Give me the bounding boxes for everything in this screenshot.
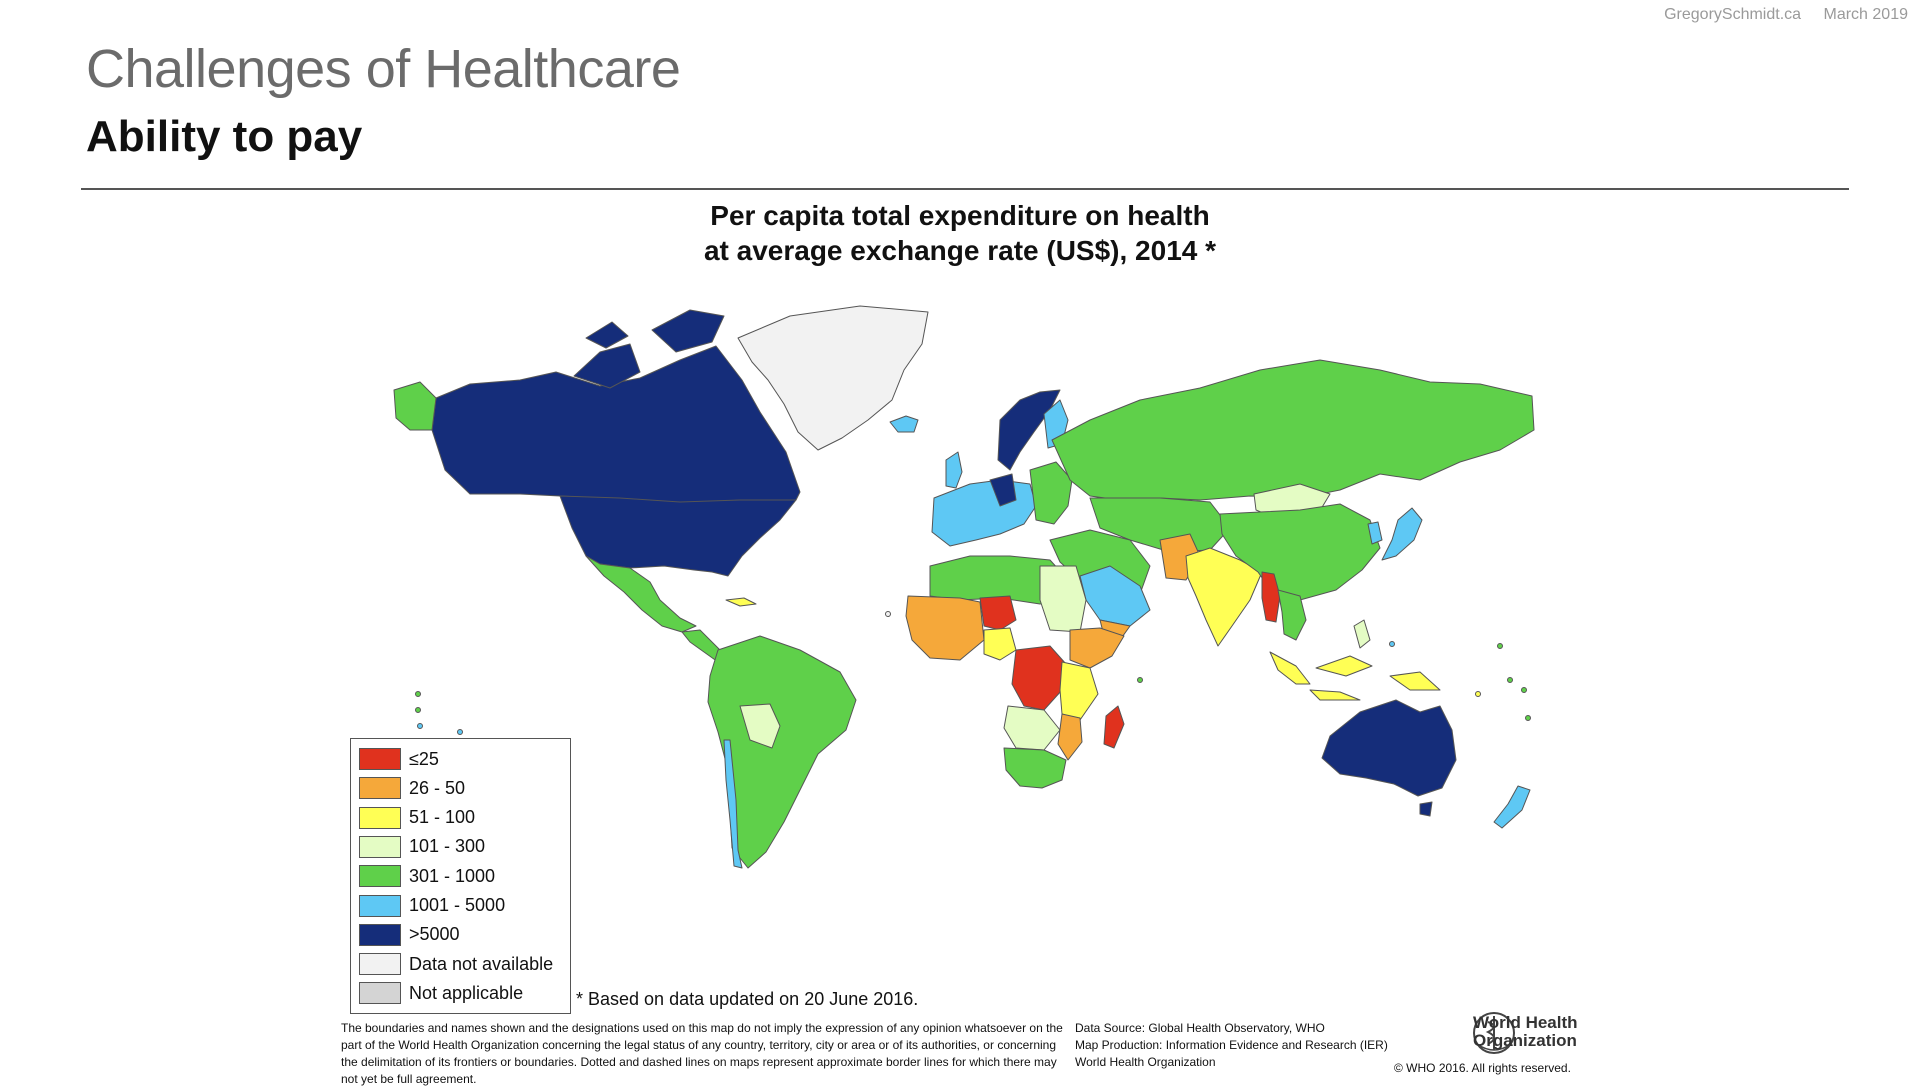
legend-label: >5000 — [409, 924, 460, 945]
legend-label: Data not available — [409, 953, 554, 974]
who-name-line: Organization — [1473, 1031, 1577, 1050]
region-myanmar — [1261, 571, 1281, 623]
legend-item: 1001 - 5000 — [359, 894, 505, 918]
legend-label: 101 - 300 — [409, 836, 486, 857]
region-greenland — [737, 305, 929, 451]
legend-swatch — [359, 806, 401, 829]
region-west-africa — [905, 595, 985, 661]
legend-swatch — [359, 982, 401, 1005]
source-line: World Health Organization — [1075, 1055, 1216, 1069]
legend-swatch — [359, 894, 401, 917]
legend-label: ≤25 — [409, 748, 439, 769]
region-arabia — [1079, 565, 1151, 627]
map-footnote: * Based on data updated on 20 June 2016. — [576, 989, 919, 1009]
island-marker — [1525, 715, 1531, 721]
region-south-america — [707, 635, 857, 869]
region-western-europe — [931, 479, 1037, 547]
region-korea — [1367, 521, 1383, 545]
region-mozambique — [1057, 713, 1083, 761]
map-disclaimer: The boundaries and names shown and the d… — [341, 1021, 1063, 1086]
region-bolivia — [739, 703, 781, 749]
region-horn — [1069, 627, 1125, 669]
region-indonesia — [1269, 651, 1441, 701]
legend-item: 301 - 1000 — [359, 864, 495, 888]
region-china — [1219, 503, 1381, 601]
legend-item: ≤25 — [359, 747, 439, 771]
legend-label: Not applicable — [409, 982, 524, 1003]
source-line: Map Production: Information Evidence and… — [1075, 1038, 1388, 1052]
region-mexico — [585, 555, 697, 633]
region-central-europe — [989, 473, 1017, 507]
island-marker — [457, 729, 463, 735]
map-title-line2: at average exchange rate (US$), 2014 * — [703, 235, 1217, 266]
legend-item: 51 - 100 — [359, 806, 475, 830]
legend-swatch — [359, 748, 401, 770]
legend-swatch — [359, 953, 401, 976]
copyright: © WHO 2016. All rights reserved. — [1394, 1061, 1571, 1075]
header-date: March 2019 — [1823, 6, 1909, 23]
region-india — [1185, 547, 1263, 647]
legend-label: 51 - 100 — [409, 807, 476, 828]
region-new-zealand — [1493, 785, 1531, 829]
region-scandinavia — [997, 389, 1061, 471]
island-marker — [415, 691, 421, 697]
island-marker — [885, 611, 891, 617]
region-angola — [1003, 705, 1061, 751]
region-philippines — [1353, 619, 1371, 649]
legend-item: 26 - 50 — [359, 776, 465, 800]
island-marker — [1389, 641, 1395, 647]
source-line: Data Source: Global Health Observatory, … — [1075, 1021, 1325, 1035]
title-divider — [81, 188, 1849, 190]
region-australia — [1321, 699, 1457, 797]
region-tasmania — [1419, 801, 1433, 817]
who-emblem-icon — [1473, 1012, 1515, 1054]
data-source: Data Source: Global Health Observatory, … — [1075, 1020, 1388, 1071]
region-niger — [979, 595, 1017, 631]
legend-item: >5000 — [359, 923, 460, 947]
region-nigeria — [983, 627, 1017, 661]
island-marker — [1137, 677, 1143, 683]
island-marker — [1497, 643, 1503, 649]
region-madagascar — [1103, 705, 1125, 749]
island-marker — [1521, 687, 1527, 693]
legend-item: Data not available — [359, 952, 553, 976]
legend-swatch — [359, 777, 401, 800]
island-marker — [1475, 691, 1481, 697]
island-marker — [417, 723, 423, 729]
region-south-africa — [1003, 747, 1067, 789]
slide-title: Challenges of Healthcare — [86, 39, 681, 99]
legend-label: 26 - 50 — [409, 777, 466, 798]
region-arctic-islands — [573, 309, 725, 389]
site-name: GregorySchmidt.ca — [1664, 6, 1802, 23]
region-chile — [723, 739, 743, 869]
region-sudan — [1039, 565, 1087, 633]
region-japan — [1381, 507, 1423, 561]
region-iceland — [889, 415, 919, 433]
region-eastern-europe — [1029, 461, 1073, 525]
legend-item: 101 - 300 — [359, 835, 485, 859]
region-caribbean — [725, 597, 757, 607]
region-se-asia — [1277, 589, 1307, 641]
island-marker — [1507, 677, 1513, 683]
legend-item: Not applicable — [359, 981, 523, 1005]
legend-swatch — [359, 865, 401, 888]
region-russia — [1051, 359, 1535, 501]
map-title-line1: Per capita total expenditure on health — [710, 200, 1210, 231]
header-meta: GregorySchmidt.ca March 2019 — [1646, 6, 1908, 24]
map-legend: ≤25 26 - 50 51 - 100 101 - 300 301 - 1000 100… — [350, 738, 571, 1014]
region-drc — [1011, 645, 1067, 711]
legend-label: 1001 - 5000 — [409, 895, 506, 915]
region-east-africa — [1059, 661, 1099, 721]
who-name-line: World Health — [1473, 1013, 1578, 1032]
who-name: World Health Organization — [1473, 1014, 1578, 1050]
region-canada — [431, 345, 801, 505]
region-alaska — [393, 381, 437, 431]
island-marker — [415, 707, 421, 713]
legend-swatch — [359, 923, 401, 946]
slide-subtitle: Ability to pay — [86, 112, 363, 161]
region-uk — [945, 451, 963, 489]
legend-swatch — [359, 835, 401, 858]
legend-label: 301 - 1000 — [409, 865, 496, 886]
